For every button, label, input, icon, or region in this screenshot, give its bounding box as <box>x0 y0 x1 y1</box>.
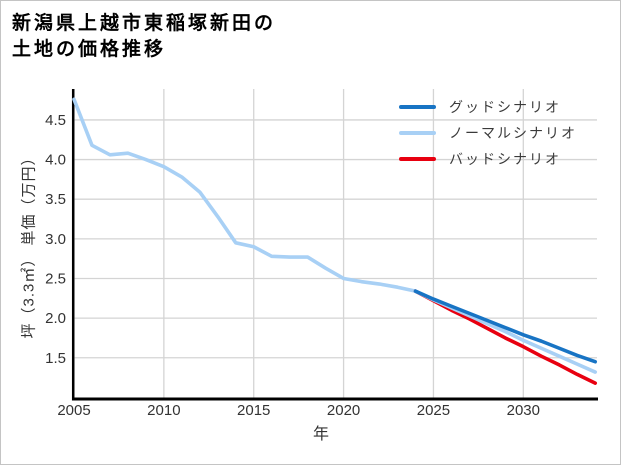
series-line-good <box>413 289 598 364</box>
x-tick-label: 2010 <box>147 402 180 419</box>
legend-item-bad: バッドシナリオ <box>399 146 577 172</box>
legend-label-normal: ノーマルシナリオ <box>449 125 577 141</box>
legend-item-good: グッドシナリオ <box>399 94 577 120</box>
y-tick-label: 1.5 <box>45 350 66 367</box>
x-tick-label: 2005 <box>57 402 90 419</box>
y-tick-label: 3.5 <box>45 191 66 208</box>
good-scenario-line-swatch <box>399 105 436 109</box>
y-tick-label: 2.5 <box>45 270 66 287</box>
chart-title-line1: 新潟県上越市東稲塚新田の <box>12 13 277 34</box>
series-line-history <box>72 97 418 293</box>
x-tick-label: 2025 <box>417 402 450 419</box>
chart-title-line2: 土地の価格推移 <box>12 39 167 60</box>
legend: グッドシナリオ ノーマルシナリオ バッドシナリオ <box>399 94 577 172</box>
x-tick-label: 2015 <box>237 402 270 419</box>
normal-scenario-line-swatch <box>399 131 436 135</box>
y-tick-label: 4.5 <box>45 112 66 129</box>
y-tick-label: 2.0 <box>45 310 66 327</box>
x-axis-label: 年 <box>312 426 330 443</box>
y-axis-label: 坪（3.3㎡） 単価（万円） <box>20 149 38 339</box>
x-tick-label: 2020 <box>327 402 360 419</box>
bad-scenario-line-swatch <box>399 157 436 161</box>
chart-title: 新潟県上越市東稲塚新田の 土地の価格推移 <box>12 11 276 63</box>
legend-item-normal: ノーマルシナリオ <box>399 120 577 146</box>
x-tick-label: 2030 <box>507 402 540 419</box>
legend-label-good: グッドシナリオ <box>449 99 561 115</box>
y-tick-label: 3.0 <box>45 231 66 248</box>
y-tick-label: 4.0 <box>45 152 66 169</box>
legend-label-bad: バッドシナリオ <box>449 151 561 167</box>
